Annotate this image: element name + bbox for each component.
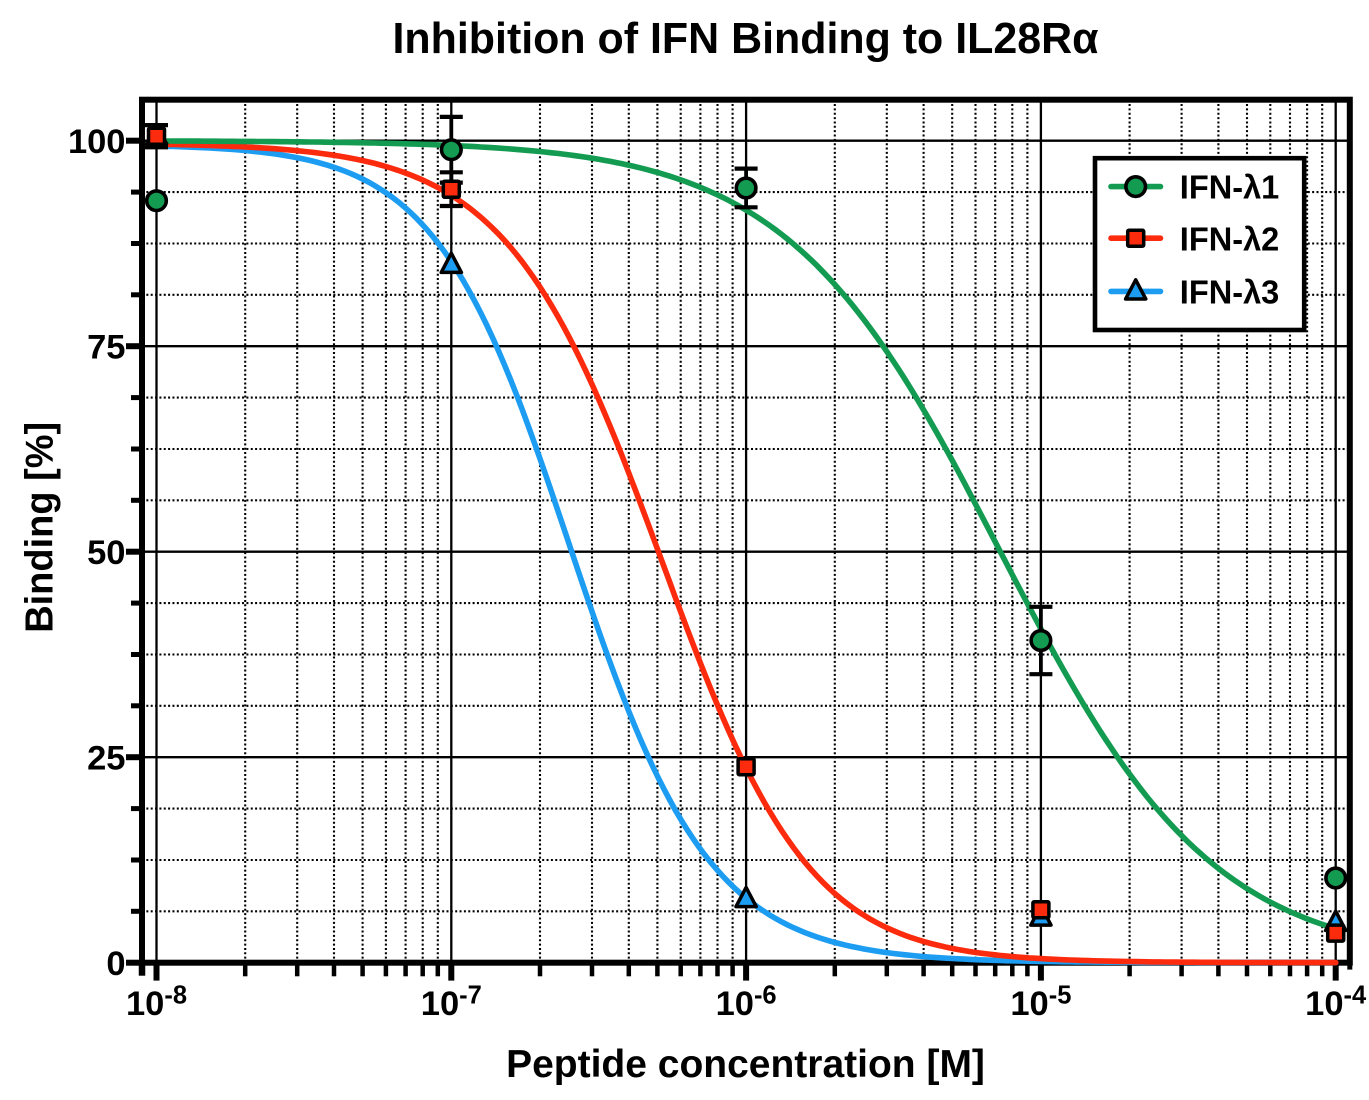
svg-text:75: 75: [87, 329, 125, 367]
svg-text:IFN-λ2: IFN-λ2: [1180, 221, 1280, 258]
svg-text:50: 50: [87, 534, 125, 572]
svg-text:IFN-λ1: IFN-λ1: [1180, 170, 1280, 207]
svg-text:100: 100: [68, 123, 126, 161]
svg-text:Binding [%]: Binding [%]: [19, 422, 62, 633]
svg-text:Inhibition of IFN Binding to I: Inhibition of IFN Binding to IL28Rα: [393, 14, 1099, 63]
svg-text:0: 0: [106, 945, 125, 983]
svg-text:Peptide concentration [M]: Peptide concentration [M]: [506, 1043, 985, 1086]
svg-text:IFN-λ3: IFN-λ3: [1180, 275, 1280, 312]
svg-text:25: 25: [87, 740, 125, 778]
